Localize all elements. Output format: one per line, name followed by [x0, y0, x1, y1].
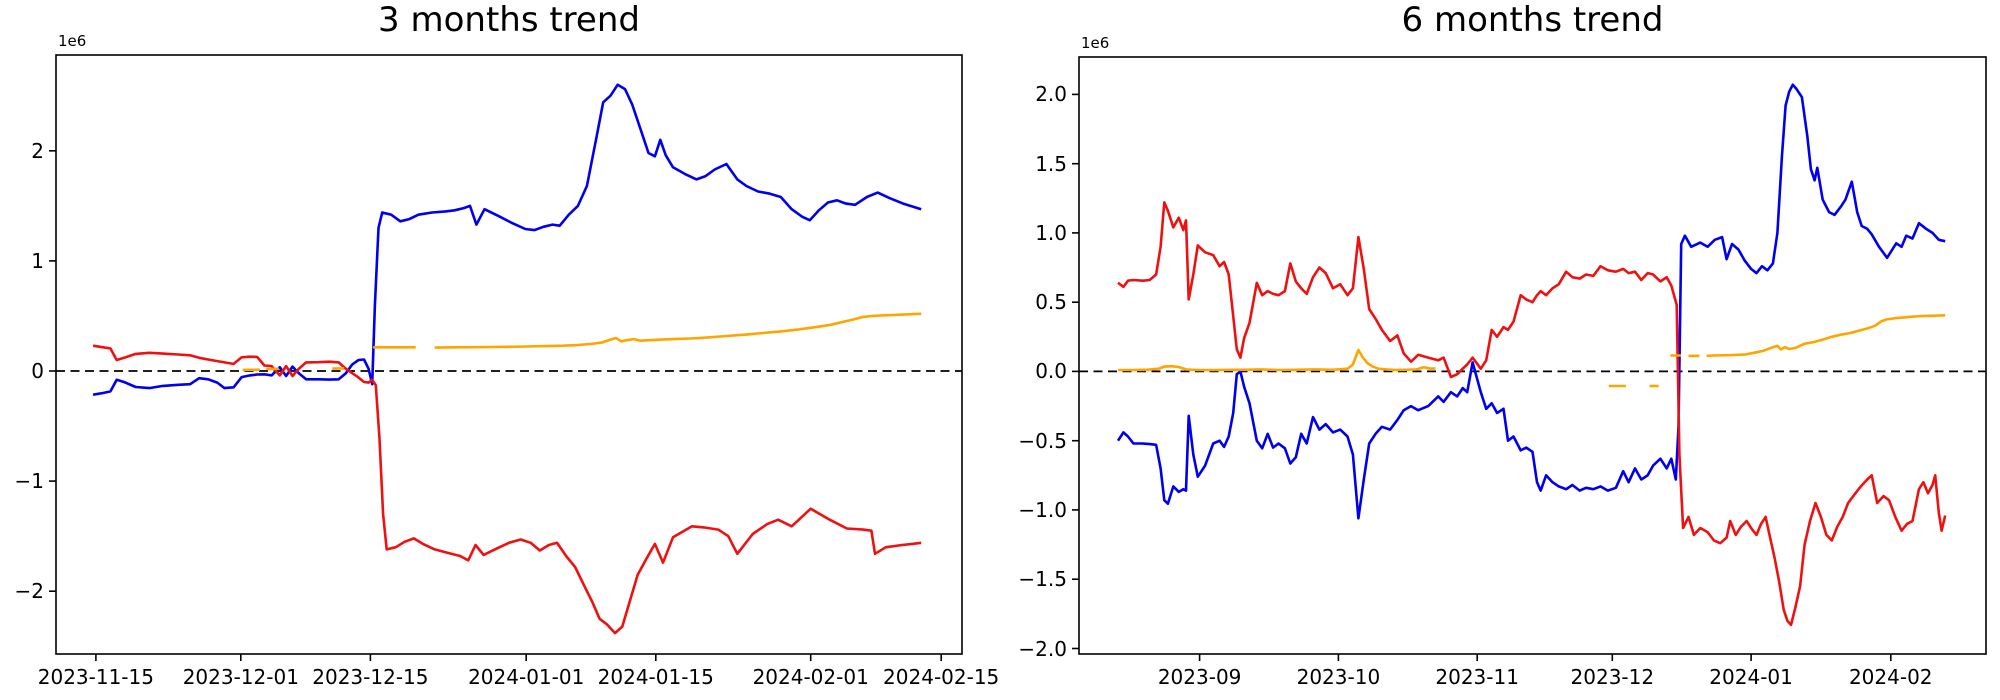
- net-flow-line: [1118, 348, 1436, 372]
- positive-flow-line: [1116, 83, 1946, 520]
- y-axis-offset-label: 1e6: [58, 32, 87, 50]
- y-tick-label: −2: [14, 579, 44, 604]
- y-tick-label: −1: [14, 469, 44, 494]
- net-flow-line: [1706, 314, 1946, 358]
- y-tick-label: 0.0: [1035, 359, 1067, 384]
- x-tick-label: 2024-02: [1848, 665, 1933, 689]
- y-tick-label: 1: [31, 248, 44, 273]
- plot-area: [49, 54, 963, 661]
- chart-title: 3 months trend: [378, 0, 640, 40]
- negative-flow-line: [1117, 201, 1947, 627]
- y-tick-label: 2: [31, 138, 44, 163]
- y-tick-label: −1.5: [1018, 567, 1067, 592]
- x-tick-label: 2024-02-01: [752, 665, 869, 689]
- x-tick-label: 2024-01-15: [597, 665, 714, 689]
- y-tick-label: −0.5: [1018, 428, 1067, 453]
- x-tick-label: 2023-09: [1157, 665, 1242, 689]
- x-tick-label: 2023-11: [1435, 665, 1519, 689]
- x-tick-label: 2024-02-15: [883, 665, 1000, 689]
- x-tick-label: 2023-10: [1296, 665, 1381, 689]
- axes-spines: [1078, 56, 1987, 655]
- y-tick-label: 1.0: [1035, 220, 1067, 245]
- y-tick-label: 0: [31, 359, 44, 383]
- x-tick-label: 2023-12-15: [312, 665, 429, 689]
- y-tick-label: 2.0: [1035, 82, 1067, 107]
- plot-svg: [49, 54, 963, 661]
- y-tick-label: −2.0: [1018, 636, 1067, 661]
- chart-title: 6 months trend: [1401, 0, 1664, 40]
- y-tick-label: −1.0: [1018, 497, 1067, 522]
- x-tick-label: 2023-12-01: [182, 665, 299, 689]
- y-axis-offset-label: 1e6: [1081, 34, 1110, 52]
- x-tick-label: 2024-01: [1709, 665, 1793, 689]
- x-tick-label: 2024-01-01: [468, 665, 585, 689]
- plot-area: [1072, 56, 1987, 661]
- plot-svg: [1072, 56, 1987, 661]
- y-tick-label: 0.5: [1035, 290, 1067, 315]
- net-flow-line: [434, 312, 922, 349]
- axes-spines: [55, 54, 963, 655]
- x-tick-label: 2023-12: [1570, 665, 1655, 689]
- negative-flow-line: [92, 344, 922, 635]
- positive-flow-line: [92, 83, 922, 396]
- y-tick-label: 1.5: [1035, 151, 1067, 176]
- x-tick-label: 2023-11-15: [37, 665, 154, 689]
